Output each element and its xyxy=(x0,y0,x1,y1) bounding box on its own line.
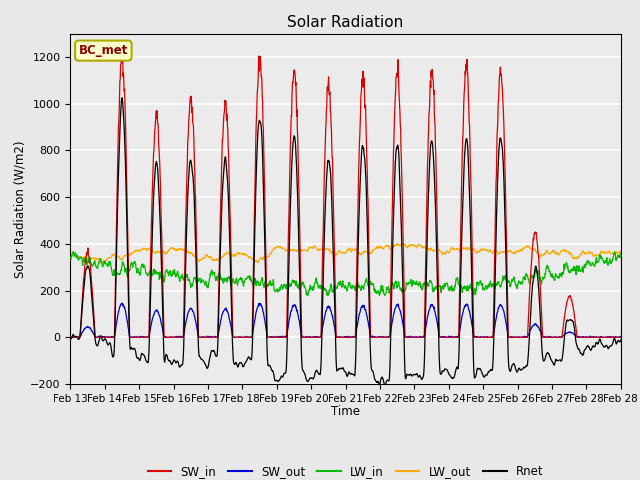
LW_out xyxy=(332,252,339,257)
SW_out xyxy=(557,334,564,340)
LW_out xyxy=(398,240,406,246)
LW_in xyxy=(153,271,161,277)
SW_in xyxy=(67,335,74,340)
SW_out xyxy=(617,334,625,340)
Rnet xyxy=(153,160,161,166)
SW_in xyxy=(556,335,564,340)
SW_in xyxy=(332,296,339,301)
Rnet xyxy=(611,336,618,341)
LW_in xyxy=(303,292,311,298)
Title: Solar Radiation: Solar Radiation xyxy=(287,15,404,30)
SW_out xyxy=(611,335,618,340)
Line: LW_in: LW_in xyxy=(70,252,621,295)
SW_in xyxy=(321,151,329,156)
LW_in xyxy=(617,251,625,256)
LW_in xyxy=(557,271,564,277)
Rnet xyxy=(617,337,625,343)
LW_in xyxy=(67,255,74,261)
Line: SW_in: SW_in xyxy=(70,52,621,337)
SW_out xyxy=(154,307,161,313)
Line: SW_out: SW_out xyxy=(70,303,621,337)
LW_out xyxy=(98,260,106,266)
Rnet xyxy=(118,95,126,101)
LW_in xyxy=(476,280,484,286)
LW_out xyxy=(611,250,618,256)
SW_in xyxy=(153,116,161,121)
SW_out xyxy=(332,332,340,337)
SW_out xyxy=(67,334,74,340)
SW_in xyxy=(118,49,126,55)
SW_in xyxy=(610,335,618,340)
Legend: SW_in, SW_out, LW_in, LW_out, Rnet: SW_in, SW_out, LW_in, LW_out, Rnet xyxy=(143,461,548,480)
SW_out xyxy=(67,335,75,340)
Rnet xyxy=(381,383,389,388)
Rnet xyxy=(476,366,484,372)
LW_out xyxy=(557,248,564,254)
Text: BC_met: BC_met xyxy=(79,44,128,57)
LW_in xyxy=(69,249,77,255)
Rnet xyxy=(332,333,339,339)
Line: LW_out: LW_out xyxy=(70,243,621,263)
Y-axis label: Solar Radiation (W/m2): Solar Radiation (W/m2) xyxy=(13,140,26,277)
LW_out xyxy=(67,254,74,260)
SW_out xyxy=(476,335,484,340)
LW_out xyxy=(617,249,625,254)
Rnet xyxy=(67,335,74,341)
X-axis label: Time: Time xyxy=(331,405,360,418)
Line: Rnet: Rnet xyxy=(70,98,621,385)
SW_in xyxy=(476,335,483,340)
LW_out xyxy=(153,249,161,254)
LW_out xyxy=(321,246,329,252)
LW_in xyxy=(611,252,618,257)
LW_out xyxy=(476,249,484,254)
LW_in xyxy=(332,283,340,289)
SW_out xyxy=(321,311,329,316)
SW_in xyxy=(617,335,625,340)
SW_out xyxy=(118,300,126,306)
LW_in xyxy=(321,286,329,292)
Rnet xyxy=(557,357,564,363)
Rnet xyxy=(321,212,329,218)
